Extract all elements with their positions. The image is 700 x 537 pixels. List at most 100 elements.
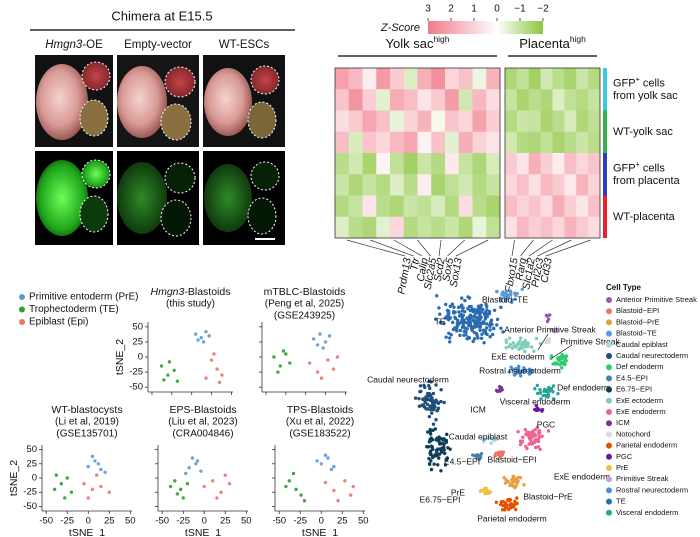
cell-point — [502, 476, 506, 480]
cell-point — [555, 329, 559, 333]
cell-point — [455, 318, 460, 322]
cell-point — [508, 497, 513, 502]
cell-point — [483, 317, 488, 321]
cell-point — [472, 337, 477, 341]
panel-title-text: mTBLC-Blastoids — [264, 286, 346, 298]
cell-point — [479, 322, 483, 326]
scatter-point — [318, 332, 322, 336]
heatmap-cell — [486, 216, 501, 239]
cell-point — [434, 418, 438, 422]
heatmap-cell — [540, 195, 553, 218]
cell-point — [532, 349, 536, 353]
panel-subtitle: (Li et al, 2019) — [55, 417, 119, 428]
cluster-label: Caudal epiblast — [449, 431, 508, 441]
cell-point — [429, 406, 433, 410]
cell-point — [530, 345, 534, 349]
legend-label: E4.5−EPI — [616, 373, 648, 382]
heatmap-cell — [362, 216, 377, 239]
scatter-point — [299, 493, 303, 497]
row-group-label-sup: + — [636, 75, 640, 83]
cell-point — [448, 447, 452, 451]
cell-point — [529, 369, 533, 374]
heatmap-cell — [505, 131, 518, 154]
heatmap-cell — [376, 153, 391, 175]
cell-point — [542, 387, 547, 392]
scatter-point — [199, 469, 203, 473]
cell-point — [505, 503, 509, 507]
cell-point — [498, 389, 502, 393]
cell-point — [532, 433, 536, 437]
cell-point — [513, 291, 517, 295]
cell-point — [461, 313, 465, 317]
scatter-point — [321, 346, 325, 350]
cell-point — [520, 346, 524, 350]
cell-point — [462, 333, 466, 337]
cell-point — [520, 440, 525, 444]
cell-point — [507, 336, 512, 340]
panel-subtitle: (Peng et al, 2025) — [265, 299, 345, 310]
cell-point — [437, 437, 442, 441]
cell-point — [548, 387, 553, 392]
scatter-point — [204, 376, 208, 380]
cell-point — [490, 436, 495, 441]
cell-point — [510, 477, 514, 482]
cell-point — [529, 434, 534, 438]
cell-point — [428, 398, 433, 403]
heatmap-cell — [403, 153, 418, 175]
cell-point — [552, 328, 556, 332]
cell-point — [460, 325, 465, 330]
cell-point — [433, 427, 438, 431]
scatter-point — [291, 471, 296, 476]
cell-point — [510, 300, 514, 305]
gene-connector — [537, 239, 572, 257]
cell-point — [456, 305, 461, 310]
panel-title-text: TPS-Blastoids — [287, 404, 354, 416]
cell-point — [535, 391, 540, 396]
cell-point — [443, 463, 448, 467]
heatmap-cell — [486, 131, 501, 154]
cell-point — [467, 320, 471, 324]
cell-point — [506, 293, 511, 297]
cell-point — [519, 336, 523, 340]
heatmap-cell — [516, 195, 530, 218]
cell-point — [435, 450, 439, 454]
legend-dot — [606, 319, 612, 326]
zscore-tick-label: 1 — [471, 4, 477, 15]
heatmap-cell — [417, 89, 432, 111]
x-tick-label: -25 — [176, 516, 190, 527]
cell-point — [417, 396, 421, 401]
cell-point — [460, 303, 464, 307]
scatter-point — [175, 492, 180, 496]
cell-point — [426, 430, 430, 434]
scatter-point — [331, 367, 336, 371]
scatter-point — [323, 453, 328, 457]
scatter-point — [63, 496, 67, 500]
heatmap-cell — [576, 195, 589, 218]
cell-point — [538, 387, 542, 392]
y-tick-label: 0 — [32, 473, 37, 484]
cell-point — [534, 404, 539, 408]
legend-label: Visceral endoderm — [616, 508, 678, 517]
cell-point — [446, 317, 451, 322]
heatmap-cell — [552, 89, 565, 111]
cell-point — [495, 317, 500, 322]
cell-point — [559, 366, 564, 370]
column-label-text: -OE — [82, 39, 103, 51]
heatmap-cell — [528, 174, 541, 196]
cell-point — [458, 328, 462, 333]
cell-point — [429, 436, 433, 440]
heatmap-cell — [472, 131, 487, 154]
legend-label: Primitive entoderm (PrE) — [29, 292, 138, 303]
cell-point — [455, 321, 459, 326]
panel-title-text: -Blastoids — [184, 286, 230, 298]
heatmap-cell — [431, 195, 446, 218]
gene-label: Prl2c3 — [529, 257, 546, 289]
heatmap-cell — [552, 174, 565, 196]
cell-point — [429, 459, 433, 463]
cell-point — [499, 450, 503, 454]
heatmap-cell — [588, 153, 601, 175]
heatmap-cell — [376, 89, 391, 111]
gene-label: Sox13 — [448, 257, 465, 289]
heatmap-cell — [486, 110, 501, 133]
heatmap-cell — [552, 68, 565, 90]
